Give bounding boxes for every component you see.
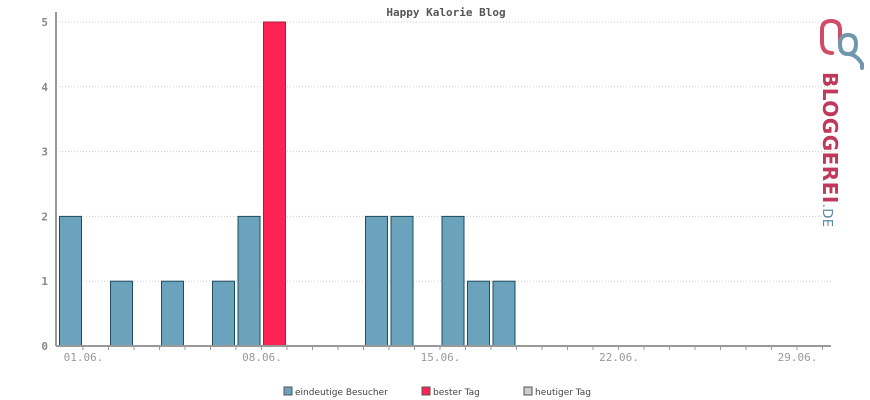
bar [237, 215, 261, 347]
y-tick-label: 1 [41, 275, 48, 288]
y-tick-label: 2 [41, 210, 48, 223]
legend-label: eindeutige Besucher [295, 388, 388, 398]
legend-swatch [523, 386, 533, 396]
y-tick-label: 0 [41, 340, 48, 353]
legend: eindeutige Besucher bester Tag heutiger Ta… [283, 386, 591, 398]
chart-title: Happy Kalorie Blog [386, 6, 505, 19]
bar [161, 280, 184, 347]
bar-group [59, 21, 516, 347]
bar [441, 215, 465, 347]
y-tick-label: 4 [41, 81, 48, 94]
grid-lines [56, 21, 831, 282]
legend-label: heutiger Tag [535, 388, 591, 398]
bar [467, 280, 490, 347]
svg-text:BLOGGEREI.DE: BLOGGEREI.DE [818, 72, 842, 228]
bloggerei-logo-icon [820, 18, 864, 70]
bar [365, 215, 388, 347]
bar [212, 280, 235, 347]
bar [59, 215, 82, 347]
bloggerei-logo-suffix: .DE [819, 204, 834, 228]
x-tick-label: 01.06. [64, 351, 104, 364]
bar-best-day [263, 21, 286, 347]
legend-swatch [283, 386, 293, 396]
x-tick-label: 15.06. [421, 351, 461, 364]
x-tick-label: 08.06. [242, 351, 282, 364]
bar [390, 215, 414, 347]
bloggerei-logo-text: BLOGGEREI [818, 72, 842, 204]
x-tick-label: 29.06. [778, 351, 818, 364]
bar [492, 280, 516, 347]
x-tick-label: 22.06. [599, 351, 639, 364]
legend-label: bester Tag [433, 388, 480, 398]
legend-swatch [421, 386, 431, 396]
bloggerei-logo: BLOGGEREI.DE [818, 18, 864, 228]
axes: 0 1 2 3 4 5 01.06. 08.06. 15.06. 22.06. 29.06. [41, 12, 831, 364]
bar [110, 280, 133, 347]
y-tick-label: 3 [41, 146, 48, 159]
y-tick-label: 5 [41, 16, 48, 29]
